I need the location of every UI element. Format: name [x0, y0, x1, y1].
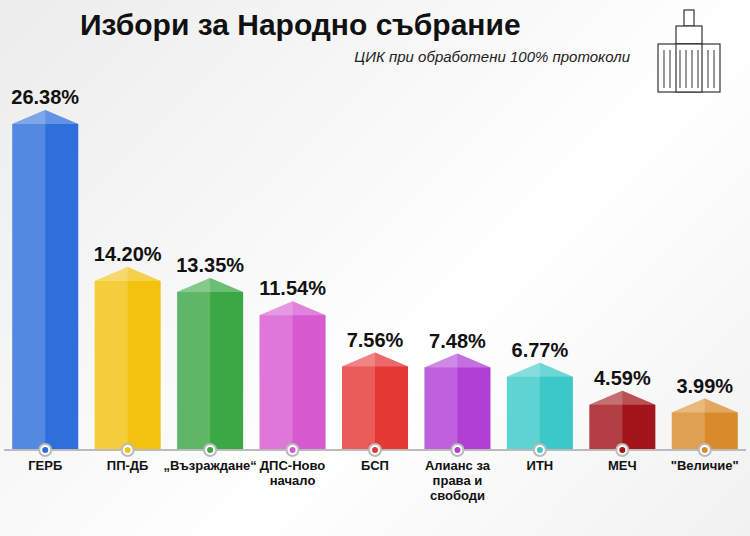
svg-text:ДПС-Новоначало: ДПС-Новоначало [260, 458, 325, 488]
svg-text:МЕЧ: МЕЧ [608, 458, 637, 473]
svg-text:Алианс заправа исвободи: Алианс заправа исвободи [425, 458, 491, 503]
svg-text:"Величие": "Величие" [671, 458, 739, 473]
svg-text:ГЕРБ: ГЕРБ [28, 458, 62, 473]
svg-text:„Възраждане“: „Възраждане“ [163, 458, 256, 473]
svg-text:3.99%: 3.99% [676, 375, 733, 397]
svg-text:26.38%: 26.38% [11, 86, 79, 108]
html-text:Избори за Народно събрание: Избори за Народно събрание [80, 8, 521, 41]
svg-text:ПП-ДБ: ПП-ДБ [107, 458, 149, 473]
svg-text:13.35%: 13.35% [176, 254, 244, 276]
svg-text:4.59%: 4.59% [594, 367, 651, 389]
svg-text:14.20%: 14.20% [94, 243, 162, 265]
svg-text:БСП: БСП [361, 458, 389, 473]
svg-text:ИТН: ИТН [527, 458, 554, 473]
svg-text:7.56%: 7.56% [347, 329, 404, 351]
svg-text:7.48%: 7.48% [429, 330, 486, 352]
svg-text:6.77%: 6.77% [512, 339, 569, 361]
svg-text:11.54%: 11.54% [259, 277, 326, 299]
html-text:ЦИК при обработени 100% проток: ЦИК при обработени 100% протоколи [354, 48, 630, 65]
